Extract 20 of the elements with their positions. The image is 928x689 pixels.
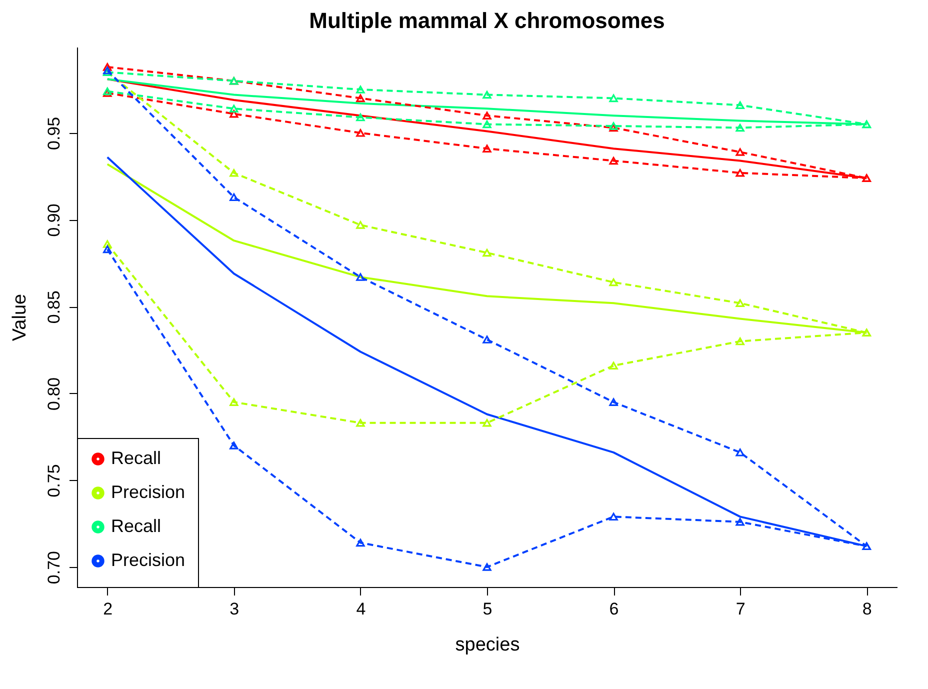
chart-title: Multiple mammal X chromosomes (309, 8, 665, 33)
x-tick-label: 7 (736, 600, 746, 618)
y-tick-label: 0.85 (44, 290, 64, 324)
x-tick-label: 3 (230, 600, 240, 618)
x-tick-label: 6 (609, 600, 619, 618)
y-axis-title: Value (10, 294, 30, 342)
y-tick-label: 0.90 (44, 204, 64, 237)
legend-label: Recall (111, 516, 162, 536)
x-axis-title: species (455, 634, 520, 656)
legend-label: Precision (111, 550, 186, 570)
x-tick-label: 2 (103, 600, 113, 618)
x-tick-label: 4 (356, 600, 366, 618)
legend-label: Precision (111, 482, 186, 502)
y-tick-label: 0.95 (44, 116, 64, 150)
legend-label: Recall (111, 448, 162, 468)
y-tick-label: 0.70 (44, 550, 64, 584)
x-tick-label: 8 (862, 600, 872, 618)
y-tick-label: 0.80 (44, 377, 64, 410)
y-tick-label: 0.75 (44, 464, 64, 498)
x-tick-label: 5 (482, 600, 492, 618)
